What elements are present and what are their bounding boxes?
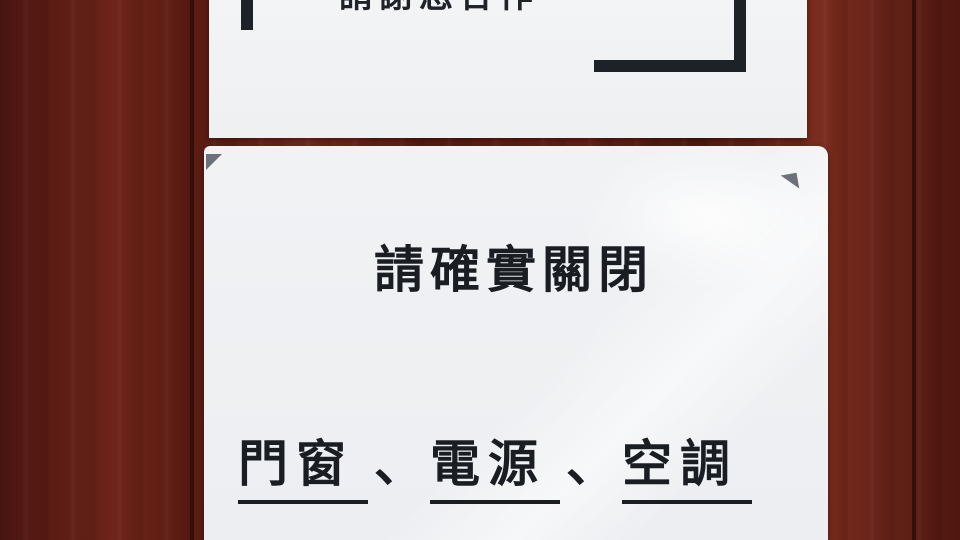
frame-bracket-right [594,0,746,72]
sign-item-air-conditioning: 空調 [622,424,752,504]
sign-item-doors-windows: 門窗 [238,424,368,504]
sign-item-power: 電源 [430,424,560,504]
item-separator: 、 [566,434,616,493]
sign-item-list: 門窗 、 電源 、 空調 [234,424,794,504]
corner-mark-right [780,172,800,192]
wood-panel-seam-right [912,0,916,540]
item-separator: 、 [374,434,424,493]
frame-bracket-left [241,0,267,30]
corner-mark-left [206,154,222,170]
sign-heading: 請確實關閉 [374,240,654,299]
top-sign-partial-text: 請謝您合作 [339,0,539,17]
top-sign: 請謝您合作 [209,0,807,138]
bottom-sign: 請確實關閉 門窗 、 電源 、 空調 [204,146,828,540]
wood-panel-seam-left [190,0,194,540]
